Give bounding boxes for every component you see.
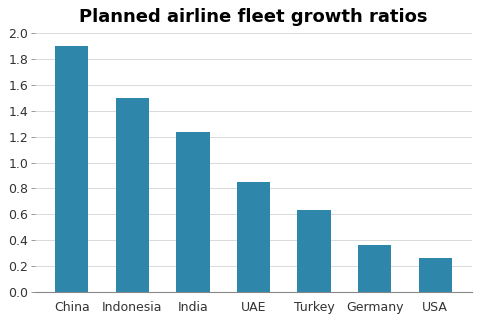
Bar	[358, 245, 391, 292]
Bar	[298, 210, 331, 292]
Bar	[116, 98, 149, 292]
Title: Planned airline fleet growth ratios: Planned airline fleet growth ratios	[79, 8, 428, 26]
Bar	[55, 46, 88, 292]
Bar	[237, 182, 270, 292]
Bar	[419, 258, 452, 292]
Bar	[176, 132, 210, 292]
